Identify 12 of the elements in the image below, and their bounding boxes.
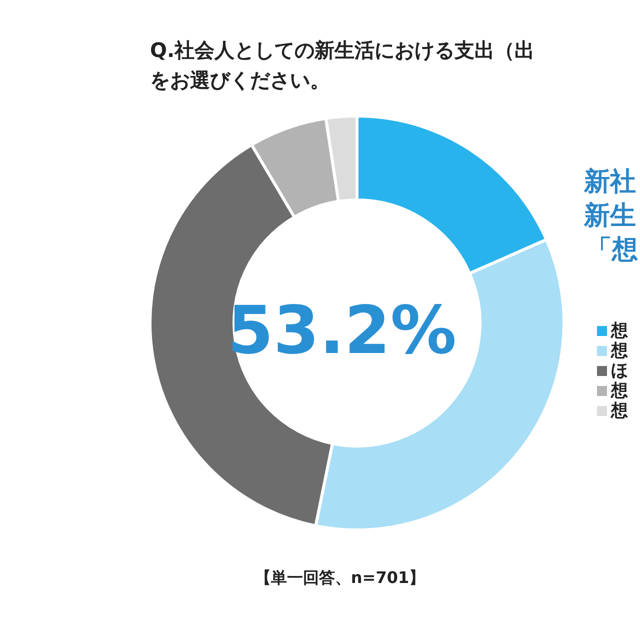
legend-label: 想 bbox=[610, 401, 629, 421]
legend-label: 想 bbox=[610, 341, 629, 361]
text: 新生 bbox=[583, 201, 636, 231]
text: 【単一回答、n=701】 bbox=[254, 568, 426, 587]
legend-label: 想 bbox=[610, 321, 629, 341]
chart-subtitle: をお選びください。 bbox=[150, 68, 330, 92]
text: 53.2% bbox=[228, 292, 456, 369]
text: 新社 bbox=[583, 167, 636, 197]
legend-label: ほ bbox=[611, 361, 628, 381]
legend-label: 想 bbox=[610, 381, 629, 401]
text: 「想 bbox=[586, 235, 638, 265]
chart-title: Q.社会人としての新生活における支出（出 bbox=[150, 38, 535, 62]
